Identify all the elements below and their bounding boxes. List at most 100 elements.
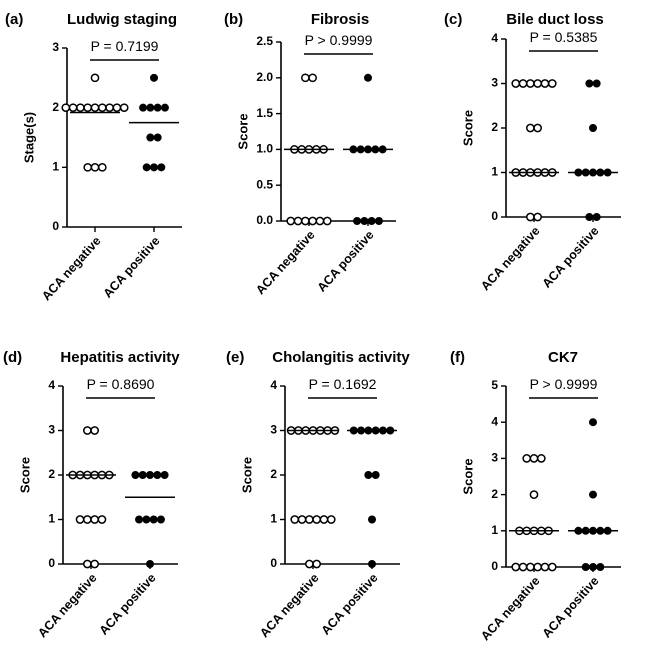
data-point-filled <box>142 515 151 524</box>
data-point-open <box>90 559 100 569</box>
panel-letter: (d) <box>3 349 22 366</box>
y-tick-label: 0 <box>270 556 277 570</box>
data-point-filled <box>367 560 376 569</box>
data-point-filled <box>592 79 601 88</box>
p-value-label: P = 0.8690 <box>87 376 155 392</box>
data-point-open <box>97 162 107 172</box>
data-point-filled <box>596 563 605 572</box>
y-tick-label: 1 <box>52 160 59 174</box>
y-axis-label: Score <box>17 457 32 493</box>
panel-title: Ludwig staging <box>67 11 177 28</box>
data-point-filled <box>135 515 144 524</box>
data-point-open <box>90 162 100 172</box>
y-tick-label: 4 <box>491 414 498 428</box>
y-tick-label: 0.5 <box>256 177 273 191</box>
data-point-open <box>312 559 321 569</box>
x-tick-label: ACA negative <box>253 228 318 297</box>
y-tick-label: 0.0 <box>256 213 273 227</box>
data-point-filled <box>585 79 594 88</box>
data-point-filled <box>371 470 380 479</box>
x-tick-label: ACA negative <box>35 571 100 640</box>
x-tick-label: ACA negative <box>478 574 543 643</box>
data-point-filled <box>160 470 169 479</box>
data-point-open <box>83 559 92 569</box>
data-point-filled <box>589 418 598 427</box>
data-point-filled <box>142 163 151 172</box>
data-point-open <box>526 212 535 222</box>
y-axis-label: Stage(s) <box>21 112 36 163</box>
y-tick-label: 2 <box>48 467 55 481</box>
data-point-open <box>533 212 543 222</box>
data-point-filled <box>153 103 162 112</box>
y-tick-label: 2 <box>52 100 59 114</box>
panel-title: Hepatitis activity <box>60 349 180 366</box>
data-point-open <box>526 562 535 572</box>
panel-letter: (b) <box>224 11 243 28</box>
x-tick-label: ACA positive <box>101 234 163 301</box>
data-point-filled <box>367 216 376 225</box>
data-point-open <box>305 515 314 524</box>
y-tick-label: 2.5 <box>256 34 273 48</box>
y-tick-label: 1 <box>491 523 498 537</box>
x-tick-label: ACA negative <box>39 234 104 303</box>
x-tick-label: ACA positive <box>540 224 602 291</box>
y-axis-label: Score <box>460 110 475 146</box>
data-point-filled <box>581 563 590 572</box>
y-tick-label: 1.0 <box>256 142 273 156</box>
p-value-label: P = 0.5385 <box>530 29 598 45</box>
data-point-open <box>322 216 332 226</box>
y-tick-label: 4 <box>491 31 498 45</box>
data-point-open <box>518 79 528 88</box>
data-point-filled <box>585 212 594 221</box>
data-point-open <box>105 103 114 113</box>
y-axis-label: Score <box>239 457 254 493</box>
panel-title: CK7 <box>548 349 578 366</box>
panel-letter: (c) <box>444 11 462 28</box>
data-point-open <box>522 454 532 463</box>
y-axis-label: Score <box>460 458 475 494</box>
data-point-open <box>511 79 521 88</box>
x-tick-label: ACA negative <box>478 224 543 293</box>
y-tick-label: 2 <box>270 467 277 481</box>
data-point-filled <box>353 216 362 225</box>
panel-c: (c) Bile duct loss 0 1 2 3 4 Score ACA negativeA… <box>444 11 621 293</box>
y-tick-label: 1 <box>48 512 55 526</box>
y-tick-label: 3 <box>491 451 498 465</box>
x-tick-label: ACA positive <box>319 571 381 638</box>
y-tick-label: 0 <box>52 219 59 233</box>
y-tick-label: 1 <box>270 512 277 526</box>
data-point-open <box>518 562 528 572</box>
data-point-filled <box>145 470 154 479</box>
data-point-open <box>112 103 122 113</box>
data-point-filled <box>589 124 598 133</box>
data-point-open <box>83 103 93 113</box>
data-point-open <box>511 562 521 572</box>
y-tick-label: 0 <box>491 209 498 223</box>
data-point-filled <box>364 470 373 479</box>
y-tick-label: 2 <box>491 487 498 501</box>
data-point-open <box>547 79 557 88</box>
data-point-open <box>83 162 93 172</box>
data-point-filled <box>149 73 158 82</box>
y-tick-label: 5 <box>491 378 498 392</box>
data-point-open <box>305 559 314 569</box>
panel-b: (b) Fibrosis 0.0 0.5 1.0 1.5 2.0 2.5 Score ACA ne… <box>224 11 396 297</box>
data-point-open <box>319 515 329 524</box>
data-point-open <box>68 103 78 113</box>
data-point-open <box>547 562 557 572</box>
data-point-open <box>290 515 300 524</box>
y-axis-label: Score <box>235 113 250 149</box>
data-point-open <box>83 515 92 524</box>
x-tick-label: ACA negative <box>257 571 322 640</box>
data-point-filled <box>592 212 601 221</box>
data-point-open <box>533 562 543 572</box>
data-point-open <box>308 73 317 83</box>
data-point-filled <box>146 103 155 112</box>
x-tick-label: ACA positive <box>315 228 377 295</box>
y-tick-label: 0 <box>48 556 55 570</box>
data-point-open <box>90 73 100 83</box>
data-point-filled <box>139 103 148 112</box>
data-point-filled <box>589 563 598 572</box>
